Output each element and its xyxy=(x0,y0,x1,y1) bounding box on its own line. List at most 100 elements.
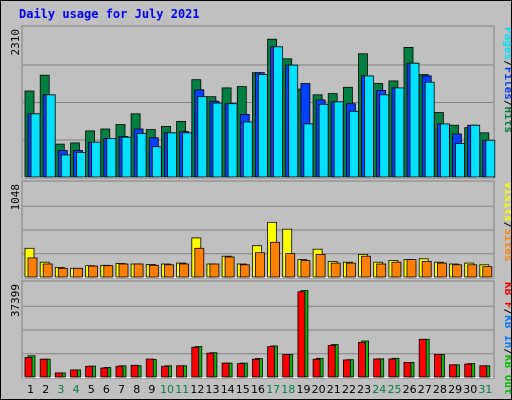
sites-bar-sites-15 xyxy=(239,264,250,278)
kb-legend-item-0: KB F xyxy=(502,282,511,309)
sites-bar-sites-12 xyxy=(194,247,205,278)
hits-legend-item-4: Hits xyxy=(502,107,511,134)
day-label-6: 6 xyxy=(103,383,110,396)
day-label-2: 2 xyxy=(42,383,49,396)
hits-bar-pages-18 xyxy=(288,64,299,178)
hits-bar-pages-15 xyxy=(242,121,253,178)
day-label-3: 3 xyxy=(57,383,64,396)
sites-bar-sites-9 xyxy=(148,264,159,278)
kb-bar-kb-in-22 xyxy=(342,359,351,378)
sites-bar-sites-24 xyxy=(376,263,387,278)
sites-bar-sites-27 xyxy=(421,260,432,278)
sites-bar-sites-25 xyxy=(391,261,402,278)
chart-title: Daily usage for July 2021 xyxy=(19,7,200,21)
day-label-23: 23 xyxy=(357,383,371,396)
hits-ymax-label: 2310 xyxy=(9,29,22,56)
day-label-4: 4 xyxy=(73,383,80,396)
sites-bar-sites-26 xyxy=(406,259,417,278)
sites-bar-sites-14 xyxy=(224,256,235,278)
day-label-24: 24 xyxy=(372,383,386,396)
kb-bar-kb-in-12 xyxy=(191,346,200,378)
sites-bar-sites-10 xyxy=(164,264,174,278)
sites-bar-sites-22 xyxy=(345,262,356,278)
day-label-22: 22 xyxy=(342,383,356,396)
kb-legend-item-1: / xyxy=(502,309,511,316)
day-label-17: 17 xyxy=(266,383,280,396)
hits-bar-pages-19 xyxy=(303,123,314,178)
hits-legend: Pages/Files/Hits xyxy=(502,27,511,133)
hits-bar-pages-16 xyxy=(257,74,268,178)
day-label-1: 1 xyxy=(27,383,34,396)
day-label-9: 9 xyxy=(148,383,155,396)
hits-bar-pages-27 xyxy=(424,81,435,178)
day-label-15: 15 xyxy=(236,383,250,396)
kb-bar-kb-in-20 xyxy=(312,358,321,378)
hits-bar-pages-14 xyxy=(227,103,238,178)
sites-bar-sites-3 xyxy=(57,267,68,278)
day-label-5: 5 xyxy=(88,383,95,396)
day-label-20: 20 xyxy=(312,383,326,396)
sites-legend-item-0: Visits xyxy=(502,182,511,222)
day-label-28: 28 xyxy=(433,383,447,396)
kb-bar-kb-in-1 xyxy=(24,357,33,378)
kb-bar-kb-in-18 xyxy=(282,354,291,378)
kb-legend: KB F/KB In/KB Out xyxy=(502,282,511,395)
day-label-8: 8 xyxy=(133,383,140,396)
kb-bar-kb-in-5 xyxy=(85,365,93,378)
kb-bar-kb-in-17 xyxy=(267,346,276,378)
kb-bar-kb-in-19 xyxy=(297,291,306,378)
kb-bar-kb-in-27 xyxy=(418,338,427,378)
kb-legend-item-3: / xyxy=(502,348,511,355)
kb-bar-kb-in-29 xyxy=(449,364,457,378)
hits-legend-item-1: / xyxy=(502,60,511,67)
day-label-26: 26 xyxy=(403,383,417,396)
sites-bar-sites-20 xyxy=(315,253,326,278)
hits-bar-pages-25 xyxy=(394,87,405,178)
kb-bar-kb-in-24 xyxy=(373,358,382,378)
hits-legend-item-0: Pages xyxy=(502,27,511,60)
day-label-11: 11 xyxy=(175,383,189,396)
hits-bar-pages-8 xyxy=(136,132,147,178)
day-label-21: 21 xyxy=(327,383,341,396)
kb-bar-kb-in-2 xyxy=(39,358,48,378)
hits-legend-item-2: Files xyxy=(502,67,511,100)
kb-bar-kb-in-13 xyxy=(206,352,215,378)
sites-bar-sites-11 xyxy=(179,263,190,278)
kb-bar-kb-in-3 xyxy=(54,372,63,378)
kb-bar-kb-in-26 xyxy=(403,361,412,378)
sites-bar-sites-23 xyxy=(361,255,371,278)
hits-bar-pages-30 xyxy=(470,124,481,178)
day-label-25: 25 xyxy=(388,383,402,396)
day-label-18: 18 xyxy=(281,383,295,396)
hits-bar-pages-7 xyxy=(121,136,132,178)
sites-legend-item-2: Sites xyxy=(502,228,511,261)
hits-bar-pages-21 xyxy=(333,101,344,178)
sites-bar-sites-2 xyxy=(42,263,53,278)
sites-bar-sites-5 xyxy=(88,265,98,278)
hits-bar-pages-11 xyxy=(182,132,193,178)
hits-bar-pages-24 xyxy=(379,94,390,178)
hits-bar-pages-31 xyxy=(485,139,496,178)
hits-bar-pages-4 xyxy=(76,151,86,178)
hits-bar-pages-28 xyxy=(439,123,450,178)
sites-bar-sites-13 xyxy=(209,263,220,278)
kb-bar-kb-in-30 xyxy=(464,363,473,378)
kb-bar-kb-in-4 xyxy=(70,369,78,378)
kb-bar-kb-in-28 xyxy=(433,353,442,378)
hits-bar-pages-22 xyxy=(348,110,359,178)
sites-bar-sites-16 xyxy=(254,252,265,278)
hits-legend-item-3: / xyxy=(502,100,511,107)
hits-bar-pages-9 xyxy=(151,146,162,178)
sites-legend-item-1: / xyxy=(502,222,511,229)
sites-bar-sites-28 xyxy=(436,262,447,278)
sites-bar-sites-29 xyxy=(452,264,462,278)
sites-bar-sites-6 xyxy=(103,265,114,278)
day-label-19: 19 xyxy=(297,383,311,396)
day-label-14: 14 xyxy=(221,383,235,396)
hits-bar-pages-17 xyxy=(273,46,284,178)
day-label-13: 13 xyxy=(206,383,220,396)
kb-bar-kb-in-9 xyxy=(145,358,154,378)
hits-bar-pages-5 xyxy=(91,141,101,178)
